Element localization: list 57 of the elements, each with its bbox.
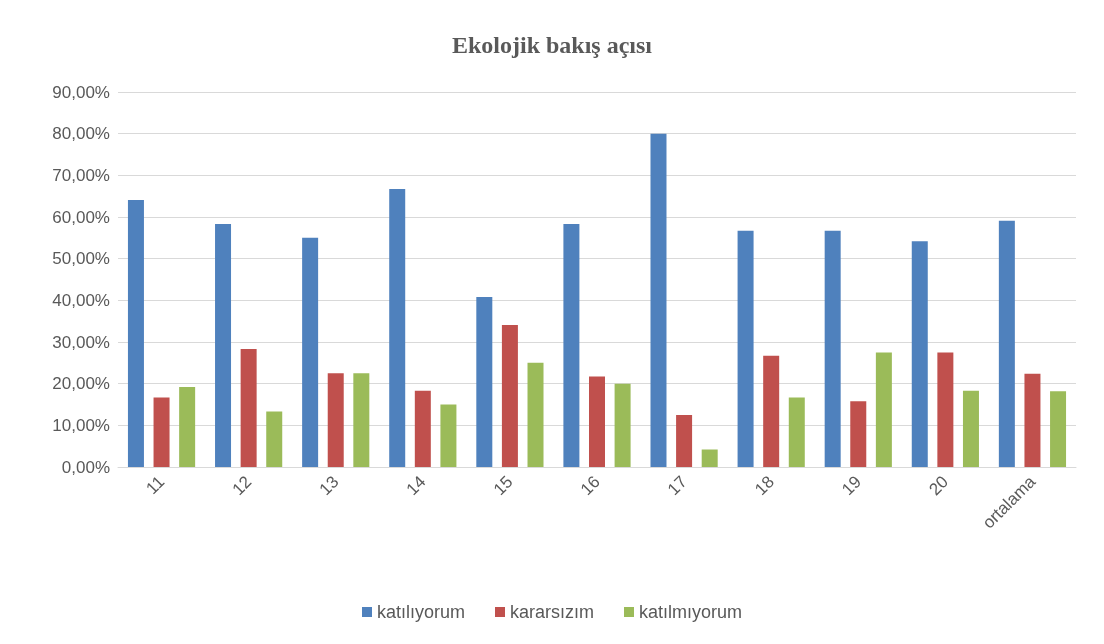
- bar: [1024, 373, 1041, 467]
- legend-label: katılmıyorum: [639, 602, 743, 622]
- bar: [563, 224, 580, 467]
- bar: [614, 383, 631, 467]
- bar: [701, 449, 718, 467]
- bar: [589, 376, 605, 467]
- bar: [788, 397, 805, 467]
- bar: [937, 352, 954, 467]
- chart-title: Ekolojik bakış açısı: [451, 32, 653, 58]
- bar: [240, 349, 257, 467]
- bar: [179, 387, 196, 467]
- bar: [911, 241, 928, 467]
- x-tick-label: 15: [489, 472, 517, 500]
- x-tick-label: 13: [315, 472, 343, 500]
- bar: [763, 355, 780, 467]
- y-tick-label: 60,00%: [52, 207, 110, 227]
- bar: [650, 133, 667, 467]
- y-tick-label: 70,00%: [52, 165, 110, 185]
- bar: [501, 324, 518, 467]
- x-tick-label: 11: [142, 472, 169, 499]
- legend-label: katılıyorum: [376, 602, 466, 622]
- bar: [440, 404, 457, 467]
- legend-label: kararsızım: [510, 602, 595, 622]
- y-tick-label: 0,00%: [61, 457, 110, 477]
- x-tick-label: 14: [402, 472, 430, 500]
- bar: [998, 220, 1015, 467]
- bar: [127, 199, 144, 467]
- bar: [737, 230, 754, 467]
- x-tick-label: 12: [228, 472, 256, 500]
- bar: [850, 401, 867, 467]
- y-tick-label: 50,00%: [52, 249, 110, 269]
- bar: [824, 230, 841, 467]
- x-tick-label: 18: [751, 472, 778, 500]
- bar: [353, 373, 370, 467]
- bar: [875, 352, 892, 467]
- bar: [215, 224, 232, 467]
- x-tick-label: 20: [925, 472, 953, 500]
- y-tick-label: 30,00%: [52, 332, 110, 352]
- y-tick-label: 10,00%: [52, 415, 110, 435]
- x-tick-label: 16: [576, 472, 604, 500]
- bar: [266, 411, 283, 467]
- bar: [389, 189, 406, 467]
- bar: [327, 373, 344, 467]
- bar: [676, 414, 693, 467]
- bar: [1050, 391, 1067, 467]
- x-tick-label: 17: [664, 472, 691, 500]
- bar: [302, 237, 319, 467]
- bar: [414, 390, 431, 467]
- bar: [476, 297, 493, 467]
- bar: [962, 390, 979, 467]
- x-tick-label: 19: [838, 472, 865, 500]
- y-tick-label: 90,00%: [52, 82, 110, 102]
- bar: [527, 362, 544, 467]
- y-tick-label: 20,00%: [52, 374, 110, 394]
- bar: [153, 397, 170, 467]
- y-tick-label: 40,00%: [52, 290, 110, 310]
- y-tick-label: 80,00%: [52, 124, 110, 144]
